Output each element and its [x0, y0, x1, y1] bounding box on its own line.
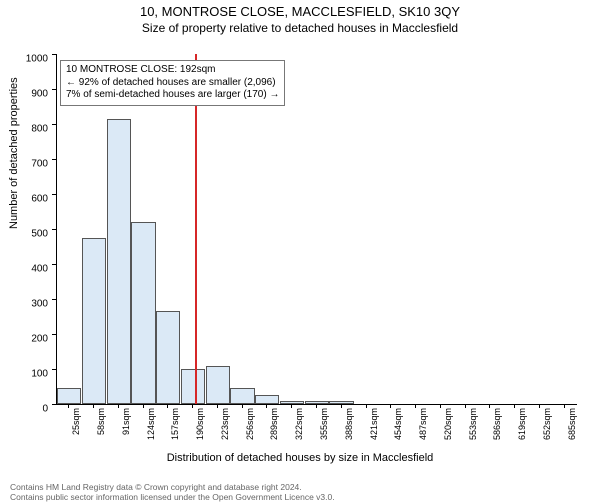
y-tick-label: 900	[31, 89, 48, 100]
x-tick-mark	[390, 404, 391, 408]
plot-region	[56, 54, 577, 405]
x-tick-label: 25sqm	[71, 408, 81, 435]
x-tick-mark	[217, 404, 218, 408]
y-tick-label: 100	[31, 369, 48, 380]
x-tick-label: 586sqm	[492, 408, 502, 440]
x-tick-label: 388sqm	[344, 408, 354, 440]
annotation-box: 10 MONTROSE CLOSE: 192sqm ← 92% of detac…	[60, 60, 285, 106]
bar	[230, 388, 254, 404]
x-tick-mark	[465, 404, 466, 408]
x-tick-label: 322sqm	[294, 408, 304, 440]
x-tick-mark	[415, 404, 416, 408]
x-tick-mark	[564, 404, 565, 408]
y-tick-mark	[52, 229, 56, 230]
y-tick-mark	[52, 89, 56, 90]
y-tick-mark	[52, 54, 56, 55]
x-tick-mark	[316, 404, 317, 408]
x-tick-label: 520sqm	[443, 408, 453, 440]
chart-area: 10 MONTROSE CLOSE: 192sqm ← 92% of detac…	[56, 54, 576, 404]
bar	[131, 222, 155, 404]
y-tick-label: 400	[31, 264, 48, 275]
x-tick-label: 256sqm	[245, 408, 255, 440]
chart-subtitle: Size of property relative to detached ho…	[0, 21, 600, 35]
y-tick-label: 300	[31, 299, 48, 310]
chart-title: 10, MONTROSE CLOSE, MACCLESFIELD, SK10 3…	[0, 4, 600, 19]
x-tick-label: 685sqm	[567, 408, 577, 440]
x-tick-label: 91sqm	[121, 408, 131, 435]
y-tick-label: 700	[31, 159, 48, 170]
x-tick-label: 190sqm	[195, 408, 205, 440]
annotation-line: 10 MONTROSE CLOSE: 192sqm	[66, 64, 279, 77]
x-tick-mark	[266, 404, 267, 408]
x-tick-mark	[242, 404, 243, 408]
x-tick-label: 58sqm	[96, 408, 106, 435]
y-tick-mark	[52, 264, 56, 265]
x-tick-mark	[514, 404, 515, 408]
x-tick-mark	[93, 404, 94, 408]
bar	[57, 388, 81, 404]
x-tick-label: 619sqm	[517, 408, 527, 440]
y-tick-mark	[52, 299, 56, 300]
footer-line: Contains HM Land Registry data © Crown c…	[10, 482, 335, 492]
footer-text: Contains HM Land Registry data © Crown c…	[10, 482, 335, 502]
x-tick-mark	[366, 404, 367, 408]
y-tick-mark	[52, 334, 56, 335]
x-tick-mark	[68, 404, 69, 408]
x-tick-mark	[341, 404, 342, 408]
x-tick-mark	[539, 404, 540, 408]
x-tick-label: 553sqm	[468, 408, 478, 440]
y-tick-mark	[52, 404, 56, 405]
x-tick-label: 421sqm	[369, 408, 379, 440]
y-tick-label: 1000	[26, 54, 48, 65]
y-tick-mark	[52, 159, 56, 160]
chart-container: 10, MONTROSE CLOSE, MACCLESFIELD, SK10 3…	[0, 4, 600, 504]
x-tick-mark	[489, 404, 490, 408]
x-tick-label: 355sqm	[319, 408, 329, 440]
y-tick-label: 200	[31, 334, 48, 345]
y-tick-mark	[52, 194, 56, 195]
x-axis-label: Distribution of detached houses by size …	[0, 452, 600, 464]
x-tick-label: 652sqm	[542, 408, 552, 440]
y-tick-mark	[52, 369, 56, 370]
bar	[181, 369, 205, 404]
bar	[82, 238, 106, 404]
y-tick-mark	[52, 124, 56, 125]
x-tick-mark	[118, 404, 119, 408]
x-tick-mark	[291, 404, 292, 408]
y-axis-label: Number of detached properties	[8, 77, 20, 229]
x-tick-label: 124sqm	[146, 408, 156, 440]
x-tick-label: 223sqm	[220, 408, 230, 440]
reference-line	[195, 54, 197, 404]
annotation-line: ← 92% of detached houses are smaller (2,…	[66, 77, 279, 90]
bar	[107, 119, 131, 404]
x-tick-label: 289sqm	[269, 408, 279, 440]
x-tick-mark	[143, 404, 144, 408]
y-tick-label: 500	[31, 229, 48, 240]
footer-line: Contains public sector information licen…	[10, 492, 335, 502]
bar	[206, 366, 230, 405]
bar	[255, 395, 279, 404]
y-tick-label: 800	[31, 124, 48, 135]
annotation-line: 7% of semi-detached houses are larger (1…	[66, 89, 279, 102]
x-tick-mark	[192, 404, 193, 408]
x-tick-label: 454sqm	[393, 408, 403, 440]
x-tick-mark	[167, 404, 168, 408]
y-tick-label: 0	[42, 404, 48, 415]
bar	[156, 311, 180, 404]
y-tick-label: 600	[31, 194, 48, 205]
x-tick-mark	[440, 404, 441, 408]
x-tick-label: 487sqm	[418, 408, 428, 440]
x-tick-label: 157sqm	[170, 408, 180, 440]
